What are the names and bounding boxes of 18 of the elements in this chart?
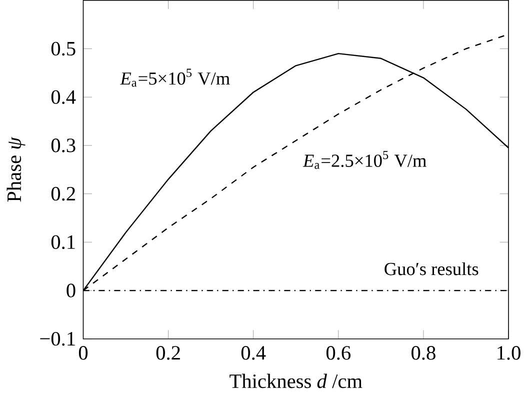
y-tick-label: 0.5 [51, 42, 76, 56]
y-axis-title: Phase ψ [6, 136, 26, 202]
y-tick-label: 0.1 [51, 235, 75, 250]
series-label: E$_{a}$=5×10$^{5}$ V/m [120, 68, 230, 87]
x-tick-label: 0.2 [156, 346, 180, 360]
series-label: Guo′s results [384, 262, 478, 276]
x-axis-title: Thickness d /cm [230, 374, 362, 388]
x-tick-label: 0 [78, 346, 88, 360]
series-label: E$_{a}$=2.5×10$^{5}$ V/m [302, 151, 426, 169]
y-tick-label: 0.3 [51, 138, 76, 152]
y-tick-label: 0 [66, 284, 76, 298]
x-tick-label: 1.0 [498, 346, 520, 360]
x-tick-label: 0.8 [412, 346, 436, 360]
y-tick-label: −0.1 [40, 332, 75, 346]
y-tick-label: 0.4 [51, 90, 76, 104]
y-tick-label: 0.2 [51, 186, 75, 201]
x-tick-label: 0.4 [241, 346, 266, 360]
x-tick-label: 0.6 [326, 346, 351, 360]
